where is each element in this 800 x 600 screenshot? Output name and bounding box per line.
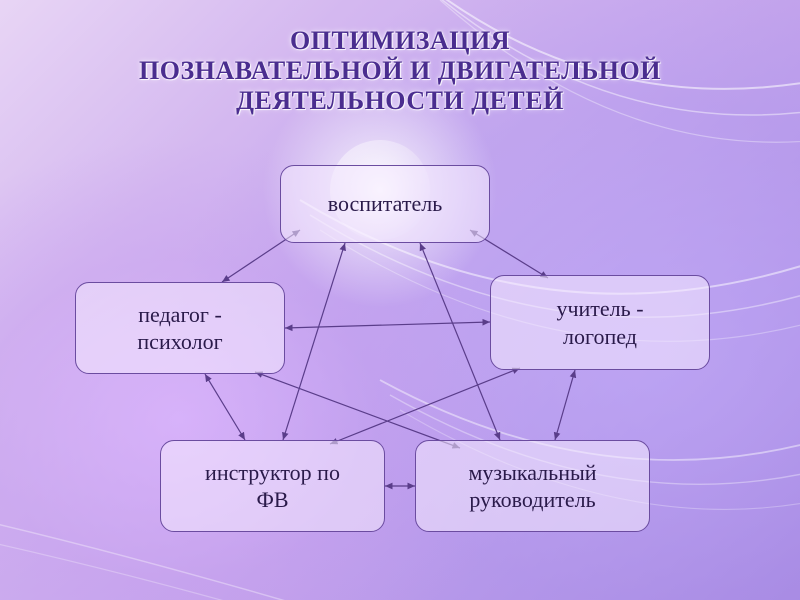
node-uchitel: учитель -логопед [490,275,710,370]
edge-pedagog-muz [255,372,460,448]
edge-vospitatel-muz [420,243,500,440]
node-vospitatel: воспитатель [280,165,490,243]
edge-uchitel-instruktor [330,368,520,444]
edge-uchitel-muz [555,370,575,440]
edge-pedagog-instruktor [205,374,245,440]
node-pedagog: педагог -психолог [75,282,285,374]
node-instruktor: инструктор поФВ [160,440,385,532]
edge-pedagog-uchitel [285,322,490,328]
network-diagram: воспитатель педагог -психолог учитель -лог… [0,0,800,600]
node-muz: музыкальныйруководитель [415,440,650,532]
edge-vospitatel-instruktor [283,243,345,440]
